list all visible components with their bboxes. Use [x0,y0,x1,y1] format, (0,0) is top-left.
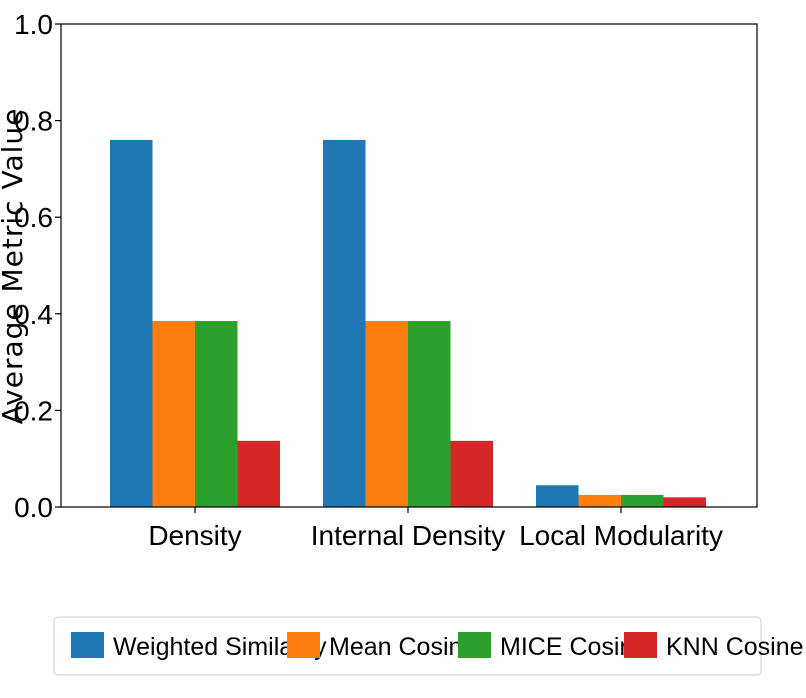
y-tick-label: 0.2 [14,395,53,426]
legend-label: Mean Cosine [329,633,476,661]
x-tick-label: Density [148,520,241,551]
legend-swatch [71,632,104,658]
x-tick-label: Internal Density [311,520,506,551]
bar-mice-cosine-local-modularity [621,494,664,507]
x-axis: Density Internal Density Local Modularity [148,507,723,551]
legend-swatch [624,632,657,658]
legend-swatch [458,632,491,658]
legend-label: MICE Cosine [500,633,647,661]
bar-knn-cosine-internal-density [450,440,493,507]
legend-box [53,616,762,676]
x-tick-label: Local Modularity [519,520,723,551]
bar-mean-cosine-local-modularity [578,494,621,507]
bar-weighted-similarity-density [110,139,153,508]
bar-mean-cosine-density [152,321,195,507]
y-axis: 0.0 0.2 0.4 0.6 0.8 1.0 [14,9,61,523]
legend-label: KNN Cosine [666,633,804,661]
legend-swatch [287,632,320,658]
y-tick-label: 0.8 [14,106,53,137]
y-axis-label: Average Metric Value [0,108,29,425]
bar-weighted-similarity-internal-density [323,139,366,508]
bar-weighted-similarity-local-modularity [536,485,579,507]
bar-mean-cosine-internal-density [365,321,408,507]
bar-knn-cosine-density [237,440,280,507]
plot-frame [60,23,758,508]
y-tick-label: 0.6 [14,202,53,233]
legend: Weighted Similarity Mean Cosine MICE Cosin… [53,616,804,676]
y-tick-label: 1.0 [14,9,53,40]
y-tick-label: 0.0 [14,492,53,523]
bar-knn-cosine-local-modularity [663,497,706,507]
bar-mice-cosine-density [195,321,238,507]
y-tick-label: 0.4 [14,299,53,330]
plot-area [110,139,706,508]
bar-mice-cosine-internal-density [408,321,451,507]
